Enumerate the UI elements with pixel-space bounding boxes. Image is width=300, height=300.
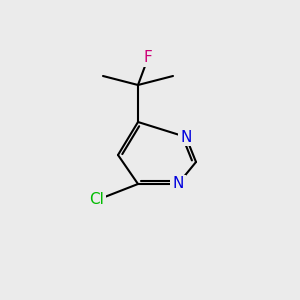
- Text: N: N: [172, 176, 184, 191]
- Text: F: F: [144, 50, 152, 65]
- Text: N: N: [180, 130, 192, 145]
- Text: Cl: Cl: [90, 193, 104, 208]
